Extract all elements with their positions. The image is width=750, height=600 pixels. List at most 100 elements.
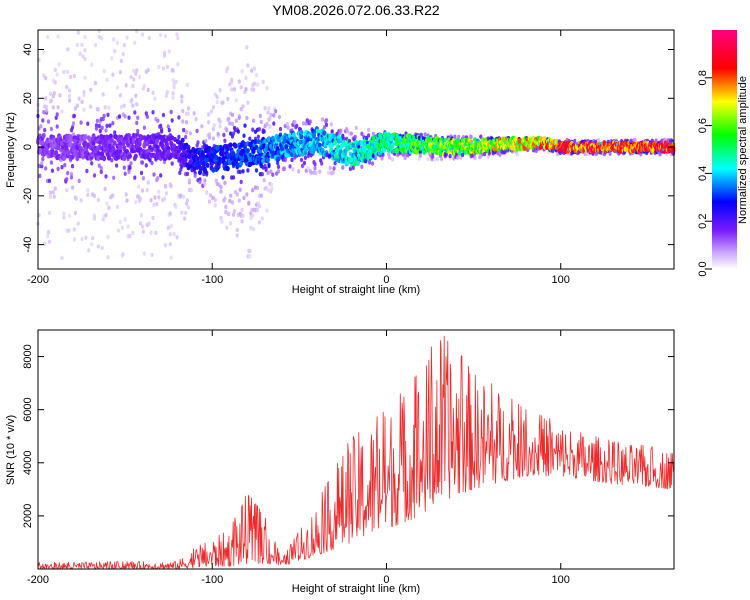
spectrogram-cell — [138, 74, 142, 80]
spectrogram-cell — [457, 134, 461, 139]
spectrogram-cell — [93, 80, 98, 86]
snr-panel: -200 -100 0 100 2000 4000 6000 8000 Height of … — [5, 329, 675, 595]
spectrogram-cell — [268, 116, 272, 121]
spectrogram-cell — [159, 32, 163, 38]
spectrogram-cell — [122, 43, 126, 48]
spectrogram-cell — [351, 165, 355, 171]
spectrogram-cell — [162, 159, 167, 165]
spectrogram-cell — [72, 237, 76, 242]
spectrogram-cell — [366, 140, 370, 146]
spectrogram-cell — [172, 85, 176, 90]
spectrogram-cell — [205, 190, 209, 195]
spectrogram-cell — [55, 112, 59, 117]
spectrogram-cell — [231, 131, 236, 136]
spectrogram-cell — [203, 181, 207, 187]
spectrogram-cell — [83, 48, 87, 53]
spectrogram-cell — [205, 170, 209, 175]
spectrogram-cell — [573, 138, 577, 144]
spectrogram-cell — [129, 74, 133, 80]
spectrogram-cell — [177, 115, 181, 120]
spectrogram-cell — [328, 153, 332, 158]
snr-y-axis-label: SNR (10 * v/v) — [5, 415, 17, 485]
spectrogram-cell — [131, 83, 135, 89]
spectrogram-cell — [49, 160, 54, 165]
spectrogram-cell — [78, 51, 82, 56]
colorbar-tick-label: 0.2 — [697, 214, 709, 229]
spectrogram-cell — [356, 160, 361, 166]
spectrogram-cell — [265, 86, 269, 91]
spectrogram-cell — [232, 87, 237, 92]
spectrogram-cell — [373, 155, 377, 161]
x-tick-label: 100 — [552, 574, 570, 586]
spectrogram-cell — [180, 164, 184, 169]
spectrogram-cell — [53, 186, 57, 191]
spectrogram-cell — [254, 72, 259, 78]
spectrogram-cell — [106, 112, 110, 118]
spectrogram-cell — [240, 207, 244, 212]
spectrogram-cell — [252, 118, 256, 123]
spectrogram-cell — [247, 201, 251, 206]
spectrogram-frame — [37, 29, 675, 270]
spectrogram-cell — [654, 138, 658, 143]
spectrogram-cell — [39, 124, 43, 129]
spectrogram-cell — [439, 156, 444, 162]
spectrogram-cell — [211, 105, 215, 110]
spectrogram-cell — [266, 187, 270, 193]
spectrogram-cell — [139, 170, 144, 176]
spectrogram-cell — [170, 118, 174, 123]
spectrogram-cell — [260, 216, 264, 221]
spectrogram-cell — [115, 85, 120, 90]
spectrogram-cell — [309, 170, 313, 175]
spectrogram-cell — [266, 170, 270, 175]
spectrogram-cell — [266, 157, 270, 163]
spectrogram-cell — [95, 118, 99, 124]
spectrogram-cell — [55, 72, 59, 77]
spectrogram-cell — [291, 167, 295, 172]
spectrogram-cell — [230, 112, 235, 118]
spectrogram-cell — [264, 167, 268, 173]
spectrogram-cell — [252, 87, 256, 92]
spectrogram-cell — [253, 139, 258, 145]
spectrogram-cell — [118, 144, 123, 150]
spectrogram-cell — [245, 45, 249, 50]
spectrogram-cell — [176, 36, 180, 41]
x-tick-label: -200 — [27, 574, 49, 586]
spectrogram-cell — [242, 195, 246, 201]
spectrogram-cell — [221, 175, 225, 180]
spectrogram-cell — [224, 209, 228, 215]
spectrogram-cell — [162, 53, 167, 58]
spectrogram-cell — [342, 141, 347, 147]
spectrogram-cell — [259, 119, 263, 125]
spectrogram-cell — [132, 68, 136, 74]
spectrogram-cell — [290, 152, 294, 158]
spectrogram-cell — [426, 156, 430, 162]
spectrogram-cell — [341, 165, 345, 170]
spectrogram-cell — [60, 255, 64, 261]
spectrogram-cell — [274, 109, 278, 114]
spectrogram-cell — [101, 92, 105, 97]
spectrogram-cell — [137, 141, 142, 147]
spectrogram-cell — [107, 105, 111, 111]
spectrogram-cell — [111, 193, 115, 198]
spectrogram-cell — [223, 138, 227, 143]
spectrogram-cell — [257, 220, 261, 225]
spectrogram-cell — [48, 190, 53, 195]
spectrogram-cell — [128, 153, 132, 159]
spectrogram-cell — [133, 175, 137, 180]
spectrogram-cell — [48, 91, 53, 97]
spectrogram-cell — [182, 194, 186, 199]
spectrogram-cell — [459, 155, 463, 160]
spectrogram-cell — [106, 234, 110, 240]
spectrogram-cell — [168, 242, 172, 247]
spectrogram-cell — [53, 67, 57, 73]
spectrogram-cell — [267, 163, 271, 169]
spectrogram-cell — [254, 168, 259, 173]
spectrogram-cell — [70, 164, 75, 169]
spectrogram-cell — [115, 40, 120, 45]
snr-frame — [37, 329, 675, 570]
spectrogram-cell — [314, 170, 318, 176]
spectrogram-cell — [84, 134, 88, 139]
spectrogram-cell — [243, 123, 247, 128]
spectrogram-cell — [597, 137, 601, 143]
spectrogram-cell — [65, 177, 69, 182]
